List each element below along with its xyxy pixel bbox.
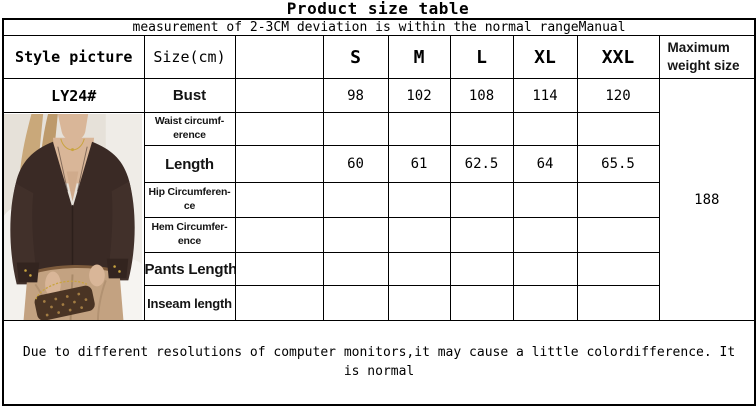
style-photo-cell (2, 112, 145, 321)
table-row-pants-length: Pants Length (3, 252, 755, 286)
deviation-disclaimer-row: measurement of 2-3CM deviation is within… (2, 18, 756, 36)
table-row-waist: Waist circumf- erence (2, 112, 755, 321)
column-header-size-m: M (387, 35, 451, 79)
empty-cell (234, 145, 324, 183)
style-photo (4, 113, 142, 320)
style-code: LY24# (2, 78, 145, 113)
pants-value-s (322, 252, 389, 286)
length-value-m: 61 (387, 145, 451, 183)
bust-value-l: 108 (449, 78, 514, 113)
waist-value-xxl (576, 112, 660, 146)
column-header-size-cm: Size(cm) (143, 35, 236, 79)
inseam-value-xxl (576, 285, 660, 321)
hip-value-xl (512, 182, 578, 218)
hip-value-s (322, 182, 389, 218)
empty-cell (234, 182, 324, 218)
empty-cell (234, 217, 324, 253)
column-header-size-s: S (322, 35, 389, 79)
deviation-disclaimer: measurement of 2-3CM deviation is within… (2, 18, 756, 36)
column-header-size-xl: XL (512, 35, 578, 79)
waist-value-s (322, 112, 389, 146)
color-disclaimer: Due to different resolutions of computer… (2, 320, 756, 405)
empty-cell (234, 112, 324, 146)
pants-value-xl (512, 252, 578, 286)
length-value-s: 60 (322, 145, 389, 183)
inseam-value-s (322, 285, 389, 321)
row-label-bust: Bust (143, 78, 236, 113)
inseam-value-xl (512, 285, 578, 321)
pants-value-xxl (576, 252, 660, 286)
table-row-hem: Hem Circumfer- ence (3, 217, 755, 253)
color-disclaimer-row: Due to different resolutions of computer… (2, 320, 756, 405)
hem-value-xxl (576, 217, 660, 253)
table-row-length: Length 60 61 62.5 64 65.5 (3, 145, 755, 183)
table-row-bust: LY24# Bust 98 102 108 114 120 188 (2, 78, 756, 321)
empty-cell (234, 285, 324, 321)
table-header-row: Style picture Size(cm) S M L XL XXL Maxi… (2, 35, 756, 79)
empty-cell (234, 252, 324, 286)
row-label-hip-circumference: Hip Circumferen- ce (143, 182, 236, 218)
column-header-spacer (234, 35, 324, 79)
table-row-hip: Hip Circumferen- ce (3, 182, 755, 218)
hem-value-s (322, 217, 389, 253)
length-value-xl: 64 (512, 145, 578, 183)
column-header-style-picture: Style picture (2, 35, 145, 79)
column-header-size-l: L (449, 35, 514, 79)
row-label-inseam-length: Inseam length (143, 285, 236, 321)
pants-value-m (387, 252, 451, 286)
page-title: Product size table (286, 0, 470, 18)
bust-value-xxl: 120 (576, 78, 660, 113)
pants-value-l (449, 252, 514, 286)
hem-value-xl (512, 217, 578, 253)
empty-cell (234, 78, 324, 113)
column-header-size-xxl: XXL (576, 35, 660, 79)
hip-value-xxl (576, 182, 660, 218)
waist-value-l (449, 112, 514, 146)
inseam-value-l (449, 285, 514, 321)
waist-value-m (387, 112, 451, 146)
bust-value-m: 102 (387, 78, 451, 113)
hip-value-m (387, 182, 451, 218)
row-label-hem-circumference: Hem Circumfer- ence (143, 217, 236, 253)
bust-value-s: 98 (322, 78, 389, 113)
length-value-xxl: 65.5 (576, 145, 660, 183)
row-label-waist-circumference: Waist circumf- erence (143, 112, 236, 146)
hem-value-l (449, 217, 514, 253)
bust-value-xl: 114 (512, 78, 578, 113)
inseam-value-m (387, 285, 451, 321)
hip-value-l (449, 182, 514, 218)
hem-value-m (387, 217, 451, 253)
waist-value-xl (512, 112, 578, 146)
row-label-length: Length (143, 145, 236, 183)
column-header-max-weight: Maximum weight size (658, 35, 756, 79)
size-table: measurement of 2-3CM deviation is within… (2, 18, 756, 406)
max-weight-value: 188 (658, 78, 756, 321)
length-value-l: 62.5 (449, 145, 514, 183)
row-label-pants-length: Pants Length (143, 252, 236, 286)
